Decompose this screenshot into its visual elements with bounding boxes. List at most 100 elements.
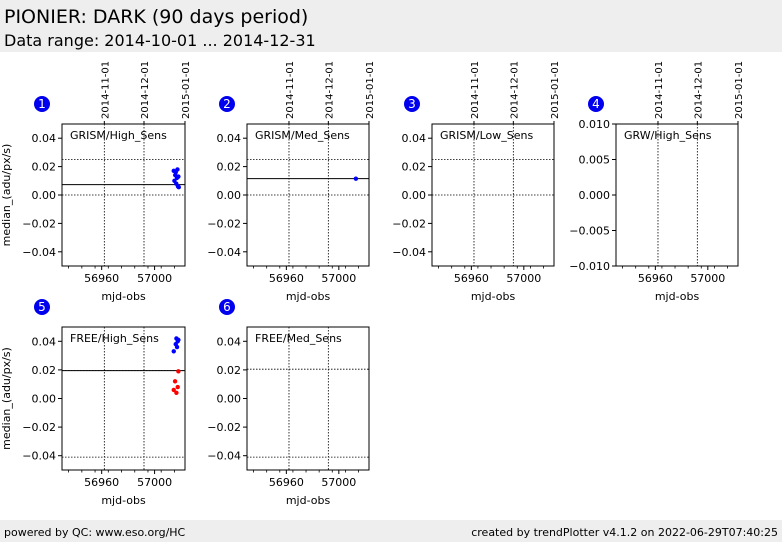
y-tick-label: 0.04 [402,132,427,145]
panel-label: GRISM/High_Sens [70,129,167,142]
date-tick-label: 2014-12-01 [324,61,335,119]
x-axis-label: mjd-obs [286,290,331,303]
x-axis-label: mjd-obs [471,290,516,303]
y-tick-label: −0.04 [207,246,241,259]
y-tick-label: 0.04 [32,335,57,348]
date-tick-label: 2014-11-01 [654,61,665,119]
data-point [174,390,179,395]
y-tick-label: 0.04 [217,132,242,145]
date-tick-label: 2014-11-01 [100,61,111,119]
y-tick-label: 0.02 [402,161,427,174]
y-tick-label: −0.04 [22,246,56,259]
y-tick-label: 0.005 [579,154,611,167]
y-tick-label: 0.00 [32,393,57,406]
date-tick-label: 2014-12-01 [140,61,151,119]
y-tick-label: 0.02 [32,364,57,377]
y-tick-label: 0.02 [32,161,57,174]
x-tick-label: 57000 [137,272,172,285]
y-tick-label: 0.02 [217,364,242,377]
panel-number-badge [219,299,235,315]
chart-panel-6: 6 0.04 0.02 0.00 −0.02 −0.04 56960 57000 mjd-obs… [207,299,370,507]
y-tick-label: −0.02 [22,217,56,230]
data-point [176,337,181,343]
x-axis-label: mjd-obs [101,290,146,303]
chart-panel-4: 4 0.010 0.005 0.000 −0.005 −0.010 56960 57000 mj… [569,61,745,303]
plot-area [61,326,186,471]
data-point [175,167,180,172]
panel-number-label: 5 [38,300,46,314]
panel-label: FREE/Med_Sens [255,332,342,345]
y-tick-label: 0.00 [402,189,427,202]
x-tick-label: 56960 [84,476,119,489]
data-point [353,176,359,181]
x-tick-label: 57000 [137,476,172,489]
y-tick-label: 0.00 [217,189,242,202]
x-tick-label: 56960 [84,272,119,285]
data-point [176,369,181,374]
x-axis-label: mjd-obs [655,290,700,303]
plot-area [246,326,370,471]
x-tick-label: 56960 [269,272,304,285]
panel-label: GRISM/Med_Sens [255,129,350,142]
date-tick-label: 2015-01-01 [365,61,376,119]
x-tick-label: 56960 [454,272,489,285]
panel-number-badge [34,299,50,315]
y-tick-label: −0.04 [207,450,241,463]
date-tick-label: 2015-01-01 [550,61,561,119]
x-axis-label: mjd-obs [101,494,146,507]
y-tick-label: −0.010 [569,260,610,273]
data-point [174,344,180,350]
y-tick-label: 0.00 [32,189,57,202]
date-tick-label: 2014-11-01 [470,61,481,119]
x-axis-label: mjd-obs [286,494,331,507]
x-tick-label: 56960 [638,272,673,285]
panel-label: GRISM/Low_Sens [440,129,533,142]
plot-area [615,123,739,267]
panel-number-label: 4 [592,97,600,111]
plot-grid: 1 0.04 0.02 0.00 −0.02 −0.04 56960 57000 mjd-obs… [0,61,745,507]
y-tick-label: 0.04 [217,335,242,348]
page-title: PIONIER: DARK (90 days period) [4,6,309,28]
data-point [175,384,180,390]
panel-number-label: 6 [223,300,231,314]
panel-number-badge [404,96,420,112]
x-tick-label: 57000 [321,272,356,285]
data-point [176,174,181,179]
panel-label: GRW/High_Sens [624,129,712,142]
panel-number-label: 1 [38,97,46,111]
y-tick-label: 0.02 [217,161,242,174]
y-tick-label: 0.04 [32,132,57,145]
y-axis-label: median_(adu/px/s) [0,144,13,247]
panel-number-label: 3 [408,97,416,111]
data-point [171,387,176,393]
panel-number-badge [588,96,604,112]
date-tick-label: 2015-01-01 [734,61,745,119]
chart-panel-1: 1 0.04 0.02 0.00 −0.02 −0.04 56960 57000 mjd-obs… [0,61,192,303]
panel-number-badge [219,96,235,112]
data-point [172,379,178,384]
date-tick-label: 2014-11-01 [285,61,296,119]
chart-panel-3: 3 0.04 0.02 0.00 −0.02 −0.04 56960 57000 mjd-obs… [392,61,561,303]
page-subtitle: Data range: 2014-10-01 ... 2014-12-31 [4,31,316,50]
y-tick-label: 0.000 [579,189,611,202]
y-tick-label: −0.02 [22,421,56,434]
y-tick-label: −0.02 [207,421,241,434]
chart-panel-2: 2 0.04 0.02 0.00 −0.02 −0.04 56960 57000 mjd-obs… [207,61,376,303]
y-tick-label: 0.010 [579,118,611,131]
y-tick-label: −0.04 [392,246,426,259]
y-axis-label: median_(adu/px/s) [0,347,13,450]
header-bar: PIONIER: DARK (90 days period) Data rang… [0,0,782,52]
y-tick-label: 0.00 [217,393,242,406]
date-tick-label: 2015-01-01 [181,61,192,119]
data-point [176,184,181,190]
footer-created: created by trendPlotter v4.1.2 on 2022-0… [471,526,778,539]
panel-label: FREE/High_Sens [70,332,159,345]
panel-number-label: 2 [223,97,231,111]
x-tick-label: 57000 [506,272,541,285]
footer-bar: powered by QC: www.eso.org/HC created by… [0,520,782,542]
x-tick-label: 56960 [269,476,304,489]
y-tick-label: −0.005 [569,225,610,238]
date-tick-label: 2014-12-01 [693,61,704,119]
x-tick-label: 57000 [690,272,725,285]
x-tick-label: 57000 [321,476,356,489]
